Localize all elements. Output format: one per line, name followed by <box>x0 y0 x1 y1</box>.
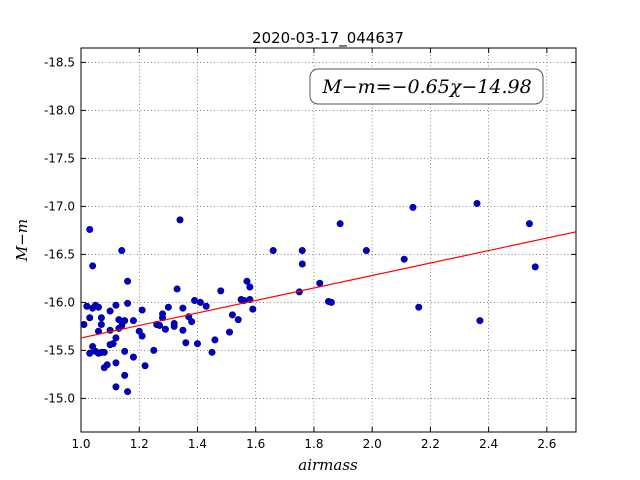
data-point <box>179 304 187 312</box>
x-tick-label: 1.8 <box>304 437 323 451</box>
y-tick-label: -18.5 <box>44 55 75 69</box>
data-point <box>112 334 120 342</box>
data-point <box>124 277 132 285</box>
data-point <box>164 303 172 311</box>
data-point <box>473 200 481 208</box>
y-tick-label: -16.0 <box>44 295 75 309</box>
y-tick-label: -17.5 <box>44 151 75 165</box>
data-point <box>336 220 344 228</box>
y-tick-label: -18.0 <box>44 103 75 117</box>
y-tick-label: -16.5 <box>44 247 75 261</box>
data-point <box>269 247 277 255</box>
data-point <box>298 260 306 268</box>
data-point <box>112 383 120 391</box>
data-point <box>121 317 129 325</box>
data-point <box>97 320 105 328</box>
data-point <box>234 316 242 324</box>
data-point <box>129 317 137 325</box>
data-point <box>115 316 123 324</box>
data-point <box>409 203 417 211</box>
chart-title: 2020-03-17_044637 <box>252 29 404 48</box>
x-tick-label: 2.6 <box>537 437 556 451</box>
x-tick-label: 2.0 <box>363 437 382 451</box>
data-point <box>109 340 117 348</box>
equation-text: M−m=−0.65χ−14.98 <box>321 76 531 98</box>
data-point <box>179 326 187 334</box>
data-point <box>100 348 108 356</box>
data-point <box>400 255 408 263</box>
data-point <box>129 353 137 361</box>
data-point <box>170 320 178 328</box>
x-tick-label: 1.4 <box>188 437 207 451</box>
data-point <box>228 311 236 319</box>
data-point <box>121 347 129 355</box>
data-point <box>138 306 146 314</box>
data-point <box>89 262 97 270</box>
data-point <box>97 314 105 322</box>
data-point <box>121 371 129 379</box>
data-point <box>86 314 94 322</box>
data-point <box>86 225 94 233</box>
data-point <box>327 298 335 306</box>
data-point <box>202 302 210 310</box>
x-tick-label: 2.2 <box>421 437 440 451</box>
data-point <box>112 359 120 367</box>
data-point <box>415 303 423 311</box>
x-tick-label: 2.4 <box>479 437 498 451</box>
data-point <box>138 332 146 340</box>
equation-box <box>309 68 544 105</box>
x-tick-label: 1.2 <box>130 437 149 451</box>
data-point <box>156 321 164 329</box>
data-point <box>208 348 216 356</box>
data-point <box>80 320 88 328</box>
data-point <box>161 325 169 333</box>
fit-line <box>80 231 577 339</box>
axis-ticks: 1.0 1.2 1.4 1.6 1.8 2.0 2.2 2.4 2.6 -15.0 -15.5 -16… <box>44 48 576 451</box>
data-point <box>226 328 234 336</box>
data-point <box>182 339 190 347</box>
data-point <box>124 299 132 307</box>
data-point <box>531 263 539 271</box>
data-point <box>159 310 167 318</box>
x-axis-label: airmass <box>298 456 358 474</box>
data-point <box>211 336 219 344</box>
data-point <box>112 301 120 309</box>
data-point <box>141 362 149 370</box>
data-point <box>118 247 126 255</box>
data-point <box>83 302 91 310</box>
data-point <box>150 346 158 354</box>
y-tick-label: -17.0 <box>44 199 75 213</box>
x-tick-label: 1.6 <box>246 437 265 451</box>
data-point <box>298 247 306 255</box>
data-point <box>86 349 94 357</box>
data-point <box>249 305 257 313</box>
data-point <box>106 307 114 315</box>
data-point <box>243 277 251 285</box>
equation-annotation: M−m=−0.65χ−14.98 <box>309 68 544 105</box>
data-point <box>476 317 484 325</box>
data-point <box>362 247 370 255</box>
data-point <box>191 296 199 304</box>
data-point <box>103 361 111 369</box>
data-point <box>176 216 184 224</box>
data-point <box>124 388 132 396</box>
data-point <box>193 340 201 348</box>
y-tick-label: -15.5 <box>44 343 75 357</box>
data-point <box>196 298 204 306</box>
data-points <box>80 200 539 396</box>
data-point <box>316 279 324 287</box>
data-point <box>525 220 533 228</box>
x-tick-label: 1.0 <box>71 437 90 451</box>
data-point <box>188 318 196 326</box>
y-tick-label: -15.0 <box>44 391 75 405</box>
y-axis-label: M−m <box>13 219 31 262</box>
data-point <box>94 303 102 311</box>
plot-frame <box>80 47 577 433</box>
data-point <box>246 283 254 291</box>
data-point <box>173 285 181 293</box>
data-point <box>217 287 225 295</box>
grid-lines <box>80 48 576 432</box>
